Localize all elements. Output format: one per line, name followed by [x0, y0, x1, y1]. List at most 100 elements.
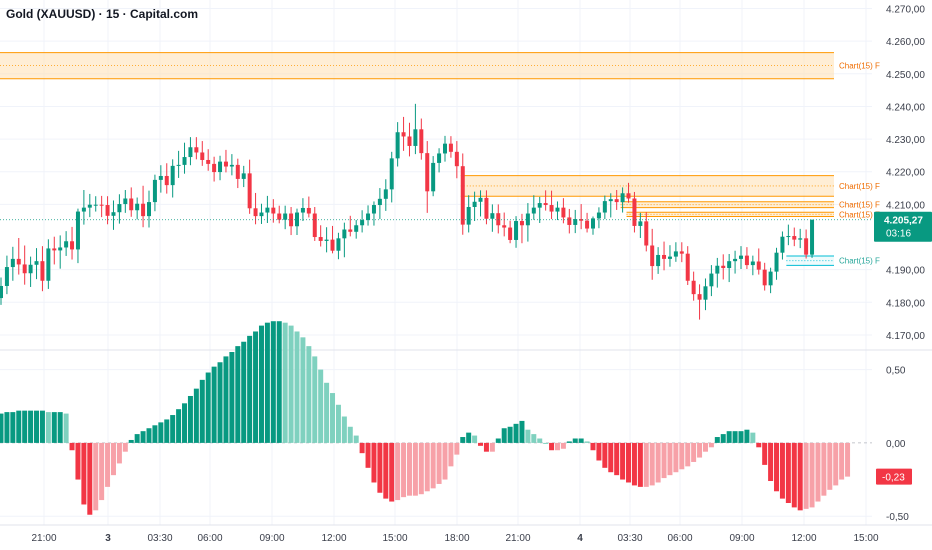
histogram-bar — [418, 442, 424, 495]
candle-body — [519, 221, 524, 226]
candle-body — [212, 163, 217, 173]
histogram-bar — [489, 442, 495, 452]
price-axis-label: 4.180,00 — [886, 298, 925, 309]
candle-body — [786, 236, 791, 238]
histogram-bar — [300, 337, 306, 443]
candle-body — [111, 212, 116, 216]
candle-body — [774, 252, 779, 272]
histogram-bar — [22, 410, 28, 443]
time-axis-label: 03:30 — [147, 533, 172, 544]
candle-body — [401, 132, 406, 137]
histogram-bar — [365, 442, 371, 468]
candle-body — [135, 203, 140, 211]
candle-body — [703, 286, 708, 300]
candle-body — [472, 201, 477, 207]
time-axis-label: 4 — [577, 533, 583, 544]
histogram-bar — [685, 442, 691, 467]
histogram-bar — [87, 442, 93, 515]
histogram-bar — [785, 442, 791, 504]
histogram-bar — [655, 442, 661, 483]
candle-body — [158, 175, 163, 180]
candle-body — [52, 248, 57, 251]
histogram-bar — [199, 379, 205, 443]
candle-body — [454, 151, 459, 167]
histogram-bar — [691, 442, 697, 462]
candle-body — [28, 264, 33, 274]
histogram-bar — [182, 403, 188, 443]
candle-body — [697, 294, 702, 300]
candle-body — [620, 193, 625, 203]
candle-body — [662, 254, 667, 259]
candle-body — [147, 202, 151, 217]
time-axis-label: 15:00 — [382, 533, 407, 544]
histogram-bar — [762, 442, 768, 465]
candle-body — [644, 221, 649, 246]
histogram-bar — [608, 442, 614, 473]
histogram-bar — [501, 428, 507, 443]
histogram-bar — [596, 442, 602, 461]
candle-body — [348, 229, 353, 232]
histogram-bar — [620, 442, 626, 480]
candle-body — [579, 219, 584, 221]
histogram-bar — [229, 352, 235, 443]
histogram-bar — [626, 442, 632, 483]
histogram-bar — [51, 412, 57, 443]
candle-body — [300, 207, 305, 213]
candle-body — [188, 147, 193, 158]
histogram-bar — [34, 410, 40, 443]
candle-body — [330, 239, 335, 251]
histogram-bar — [815, 442, 821, 502]
histogram-bar — [673, 442, 679, 473]
histogram-bar — [578, 438, 584, 443]
histogram-bar — [330, 393, 336, 443]
candle-body — [117, 204, 122, 213]
histogram-bar — [146, 428, 152, 443]
histogram-bar — [39, 410, 45, 443]
candle-body — [164, 175, 169, 186]
histogram-bar — [584, 441, 590, 443]
histogram-bar — [81, 442, 87, 505]
histogram-bar — [152, 425, 158, 443]
zone-label: Chart(15) F — [839, 201, 880, 210]
candle-body — [419, 129, 424, 154]
candle-body — [265, 207, 270, 213]
histogram-bar — [756, 442, 762, 448]
histogram-bar — [543, 442, 549, 444]
histogram-bar — [483, 442, 489, 452]
candle-body — [75, 211, 80, 250]
histogram-bar — [430, 442, 436, 489]
candle-body — [626, 193, 631, 199]
histogram-bar — [590, 442, 596, 451]
histogram-bar — [395, 442, 401, 501]
histogram-bar — [566, 441, 572, 443]
time-axis-label: 03:30 — [617, 533, 642, 544]
candle-body — [324, 239, 329, 241]
candle-body — [614, 199, 619, 203]
histogram-bar — [732, 431, 738, 443]
histogram-bar — [643, 442, 649, 487]
time-axis-label: 21:00 — [505, 533, 530, 544]
candle-body — [638, 221, 643, 226]
candle-body — [744, 255, 749, 266]
candle-body — [448, 143, 453, 152]
candle-body — [336, 238, 341, 251]
candle-body — [525, 213, 530, 226]
histogram-bar — [424, 442, 430, 492]
histogram-bar — [341, 416, 347, 443]
time-axis-label: 06:00 — [197, 533, 222, 544]
histogram-bar — [193, 388, 199, 443]
candle-body — [141, 203, 146, 217]
current-price-value: 4.205,27 — [884, 216, 923, 227]
candle-body — [206, 159, 211, 164]
histogram-bar — [412, 442, 418, 496]
candle-body — [306, 207, 311, 214]
histogram-bar — [247, 335, 253, 443]
candle-body — [105, 205, 110, 216]
price-axis-label: 4.170,00 — [886, 331, 925, 342]
histogram-bar — [270, 321, 276, 443]
histogram-bar — [105, 442, 111, 487]
histogram-bar — [116, 442, 122, 464]
candle-body — [182, 157, 187, 165]
histogram-bar — [821, 442, 827, 496]
